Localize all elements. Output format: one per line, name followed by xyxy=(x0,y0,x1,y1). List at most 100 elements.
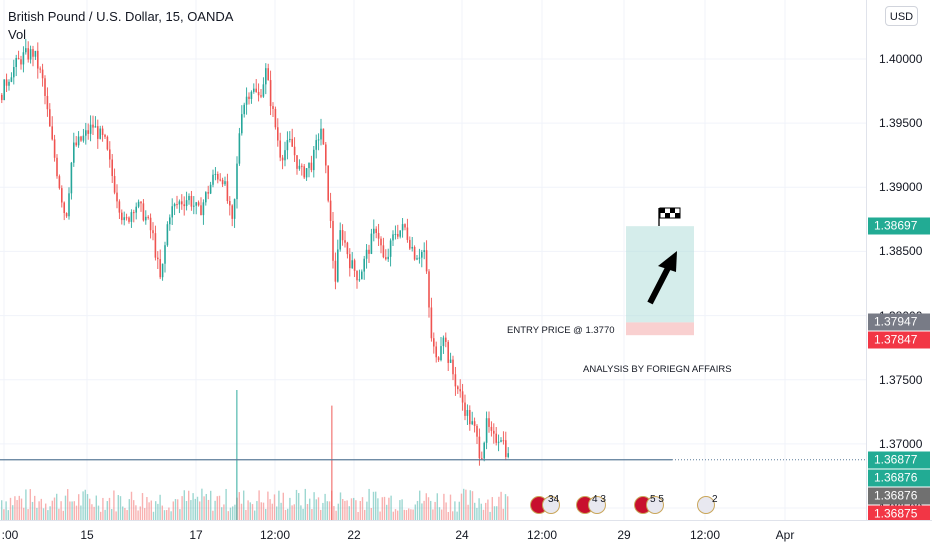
volume-bar xyxy=(113,490,115,520)
volume-bar xyxy=(91,504,93,520)
time-tick-label: :00 xyxy=(1,528,19,542)
economic-event-group-3[interactable]: 5 5 xyxy=(634,494,678,515)
candle-body xyxy=(281,157,284,161)
volume-bar xyxy=(383,496,386,520)
candle-body xyxy=(411,246,413,249)
candle-body xyxy=(118,201,121,213)
volume-bar xyxy=(504,494,507,520)
volume-bar xyxy=(225,488,227,520)
candle-body xyxy=(289,138,291,141)
volume-bar xyxy=(432,509,434,520)
candle-body xyxy=(464,402,466,416)
candle-body xyxy=(255,88,257,92)
candle-body xyxy=(322,128,325,145)
economic-event-group-2[interactable]: 4 3 xyxy=(576,494,620,515)
candle-body xyxy=(425,250,428,272)
candle-body xyxy=(274,108,277,128)
volume-bar xyxy=(122,506,124,520)
volume-bar xyxy=(45,503,47,520)
volume-bar xyxy=(137,510,139,520)
volume-bar xyxy=(295,489,298,520)
volume-bar xyxy=(469,490,471,520)
volume-bar xyxy=(75,505,78,520)
time-axis[interactable]: :00 15 17 12:00 22 24 12:00 29 12:00 Apr xyxy=(0,520,932,551)
volume-bar xyxy=(12,505,14,520)
us-flag-icon xyxy=(697,496,715,514)
economic-event-group-4[interactable]: 2 xyxy=(697,494,725,515)
volume-bar xyxy=(493,506,496,520)
volume-bar xyxy=(56,493,58,520)
candle-body xyxy=(212,174,214,185)
candle-body xyxy=(250,91,253,99)
price-axis[interactable]: USD 1.400001.395001.390001.385001.380001… xyxy=(866,0,932,523)
price-chart[interactable] xyxy=(0,0,866,520)
candle-body xyxy=(53,139,56,158)
candle-body xyxy=(305,168,308,178)
volume-bar xyxy=(381,497,383,520)
volume-bar xyxy=(249,502,251,520)
stop-zone xyxy=(626,322,694,336)
candle-body xyxy=(478,436,481,459)
candle-body xyxy=(437,357,440,361)
finish-flag-check xyxy=(665,213,670,218)
volume-bar xyxy=(401,499,403,520)
volume-bar xyxy=(238,492,240,520)
candle-body xyxy=(10,77,13,82)
candle-body xyxy=(337,249,339,282)
volume-bar xyxy=(403,509,405,520)
candle-body xyxy=(37,50,39,69)
volume-bar xyxy=(456,511,458,520)
volume-bar xyxy=(271,503,273,520)
volume-legend[interactable]: Vol xyxy=(8,27,27,42)
candle-body xyxy=(404,224,406,228)
volume-bar xyxy=(31,501,34,520)
candle-body xyxy=(466,409,469,416)
volume-bar xyxy=(23,507,25,520)
volume-bar xyxy=(326,501,328,520)
candle-body xyxy=(440,346,442,361)
volume-bar xyxy=(20,498,23,520)
economic-event-group-1[interactable]: 34 xyxy=(530,494,570,515)
up-price-badge: 1.36876 xyxy=(868,469,930,487)
volume-bar xyxy=(141,493,144,520)
candle-body xyxy=(461,391,464,403)
candle-body xyxy=(260,95,262,97)
volume-bar xyxy=(282,492,284,520)
chart-area[interactable]: British Pound / U.S. Dollar, 15, OANDA V… xyxy=(0,0,866,520)
candle-body xyxy=(413,246,416,260)
volume-bar xyxy=(199,501,201,520)
volume-bar xyxy=(425,493,427,520)
candle-body xyxy=(507,453,509,457)
volume-bar xyxy=(258,490,260,520)
candle-body xyxy=(200,205,202,216)
symbol-legend[interactable]: British Pound / U.S. Dollar, 15, OANDA xyxy=(8,9,234,24)
candle-body xyxy=(344,240,346,243)
candle-body xyxy=(137,201,140,207)
volume-bar xyxy=(324,493,326,520)
candle-body xyxy=(197,202,200,206)
candle-body xyxy=(125,217,128,219)
stop-price-badge: 1.37847 xyxy=(868,331,930,349)
candle-body xyxy=(325,144,327,166)
candle-body xyxy=(17,57,20,60)
candle-body xyxy=(89,124,92,134)
candle-body xyxy=(361,271,363,280)
volume-bar xyxy=(355,500,357,520)
candle-body xyxy=(358,279,361,281)
volume-bar xyxy=(408,508,410,520)
candle-body xyxy=(145,216,147,221)
candle-body xyxy=(185,200,188,207)
candle-body xyxy=(399,230,401,237)
volume-bar xyxy=(306,503,309,520)
volume-bar xyxy=(273,494,276,520)
volume-bar xyxy=(300,505,302,520)
volume-bar xyxy=(460,493,463,520)
candle-body xyxy=(104,134,106,137)
candle-body xyxy=(401,224,404,231)
candle-body xyxy=(101,128,104,135)
volume-bar xyxy=(265,508,267,520)
volume-bar xyxy=(5,501,7,520)
volume-bar xyxy=(3,509,5,520)
currency-button[interactable]: USD xyxy=(885,6,918,26)
volume-bar xyxy=(311,509,313,520)
